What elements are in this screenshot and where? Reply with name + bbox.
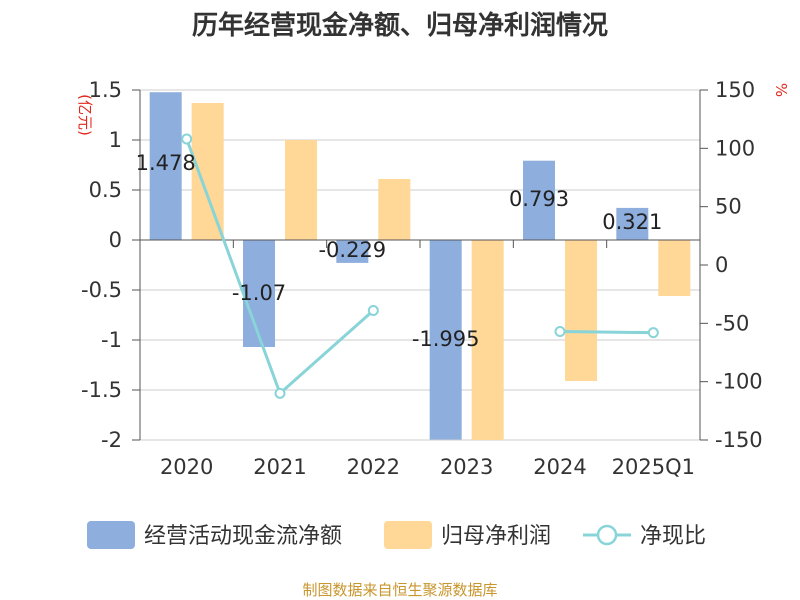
- right-axis-unit: %: [772, 83, 790, 97]
- data-label-cashflow: -1.995: [412, 327, 480, 351]
- x-tick-label: 2022: [347, 455, 400, 479]
- x-tick-label: 2021: [253, 455, 306, 479]
- left-tick-label: 0.5: [89, 178, 122, 202]
- chart-title: 历年经营现金净额、归母净利润情况: [192, 10, 608, 41]
- bars: [149, 92, 691, 440]
- legend-swatch-net-profit: [384, 521, 432, 549]
- x-tick-label: 2020: [160, 455, 213, 479]
- left-tick-label: 0: [109, 228, 122, 252]
- data-labels: 1.478 -1.07 -0.229 -1.995 0.793 0.321: [136, 151, 663, 351]
- data-label-cashflow: 0.793: [509, 187, 569, 211]
- legend-marker-ratio: [596, 524, 618, 546]
- right-tick-label: -150: [715, 428, 763, 452]
- legend-item-ratio[interactable]: 净现比: [583, 524, 706, 549]
- left-tick-label: 1.5: [89, 78, 122, 102]
- legend-item-cashflow[interactable]: 经营活动现金流净额: [87, 521, 342, 549]
- legend-label-ratio: 净现比: [640, 524, 706, 549]
- bar-net-profit: [471, 240, 504, 440]
- ratio-line: [181, 133, 659, 399]
- bar-net-profit: [658, 240, 691, 296]
- legend-label-cashflow: 经营活动现金流净额: [144, 524, 342, 549]
- left-tick-label: -2: [101, 428, 122, 452]
- right-tick-label: 0: [715, 253, 728, 277]
- legend-item-net-profit[interactable]: 归母净利润: [384, 521, 551, 549]
- gridlines: [140, 89, 700, 441]
- left-tick-label: -0.5: [81, 278, 122, 302]
- bar-net-profit: [565, 240, 597, 381]
- right-tick-label: -50: [715, 311, 749, 335]
- left-tick-label: -1.5: [81, 378, 122, 402]
- legend-label-net-profit: 归母净利润: [441, 524, 551, 549]
- bar-cashflow: [429, 240, 462, 440]
- data-label-cashflow: -1.07: [232, 281, 286, 305]
- bar-cashflow: [243, 240, 275, 347]
- bar-cashflow: [336, 240, 369, 263]
- right-tick-label: 50: [715, 195, 742, 219]
- bar-cashflow: [149, 92, 182, 240]
- ratio-point: [367, 305, 379, 316]
- legend: 经营活动现金流净额 归母净利润 净现比: [87, 521, 706, 549]
- right-tick-label: 100: [715, 136, 755, 160]
- bar-cashflow: [523, 160, 555, 240]
- left-axis-unit: (亿元): [76, 94, 94, 136]
- ratio-point: [274, 387, 286, 399]
- ratio-point: [554, 326, 566, 337]
- x-tick-label: 2025Q1: [612, 455, 695, 479]
- axes: 1.5 1 0.5 0 -0.5 -1 -1.5 -2 150 100 50 0 -50 -100 -150…: [81, 78, 763, 479]
- bar-net-profit: [191, 103, 224, 240]
- bar-cashflow: [616, 207, 649, 240]
- data-label-cashflow: 1.478: [136, 151, 196, 175]
- x-tick-label: 2023: [440, 455, 493, 479]
- data-label-cashflow: -0.229: [318, 238, 386, 262]
- bar-net-profit: [378, 179, 411, 240]
- bar-net-profit: [285, 140, 317, 240]
- data-label-cashflow: 0.321: [602, 210, 662, 234]
- ratio-point: [181, 133, 193, 145]
- ratio-point: [647, 327, 659, 339]
- right-tick-label: 150: [715, 78, 755, 102]
- x-tick-label: 2024: [533, 455, 586, 479]
- ratio-line-segment: [559, 330, 654, 335]
- left-tick-label: -1: [101, 328, 122, 352]
- right-tick-label: -100: [715, 370, 763, 394]
- legend-swatch-cashflow: [87, 521, 135, 549]
- source-note: 制图数据来自恒生聚源数据库: [302, 581, 497, 599]
- left-tick-label: 1: [109, 128, 122, 152]
